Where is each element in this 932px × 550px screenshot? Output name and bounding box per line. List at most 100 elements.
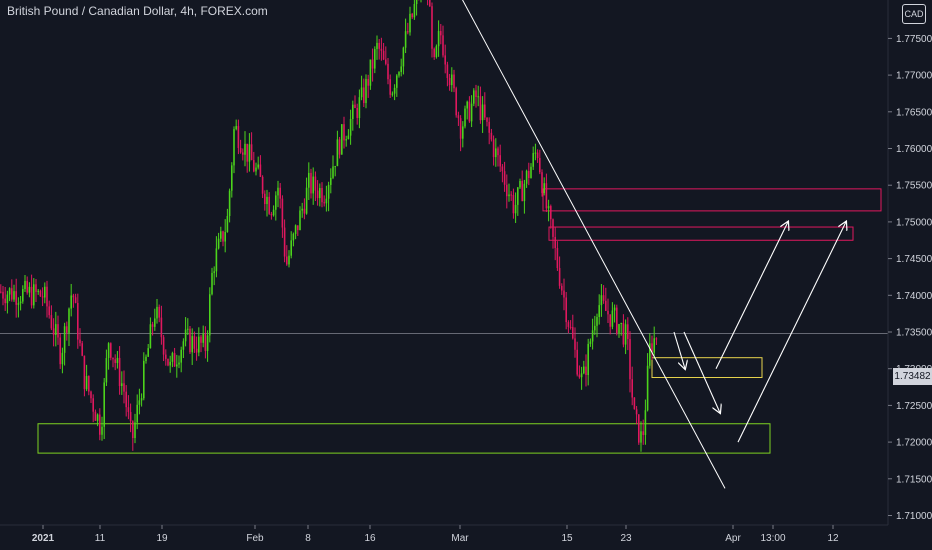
- candle-body: [90, 391, 92, 399]
- candle-body: [455, 88, 457, 116]
- candle-body: [484, 104, 486, 118]
- x-tick-label: 11: [95, 533, 106, 544]
- candle-body: [149, 324, 152, 349]
- candle-body: [444, 55, 446, 65]
- candle-body: [567, 322, 570, 327]
- candle-body: [178, 362, 180, 365]
- candle-body: [237, 126, 240, 149]
- resistance-zone-lower[interactable]: [548, 226, 854, 241]
- candle-body: [411, 13, 413, 18]
- resistance-zone-upper[interactable]: [542, 188, 882, 212]
- candle-body: [191, 336, 193, 353]
- candle-body: [44, 286, 46, 298]
- candle-body: [499, 155, 501, 167]
- candle-body: [35, 284, 37, 292]
- candle-body: [46, 286, 48, 307]
- candle-body: [352, 104, 354, 120]
- candle-body: [138, 400, 141, 405]
- entry-zone[interactable]: [651, 357, 763, 379]
- candle-body: [41, 296, 44, 298]
- candle-body: [286, 256, 288, 265]
- candle-body: [154, 318, 156, 327]
- candle-body: [528, 170, 530, 178]
- candle-body: [481, 104, 484, 121]
- candle-body: [534, 152, 537, 154]
- candle-body: [334, 166, 336, 168]
- candle-body: [279, 187, 281, 199]
- candle-body: [374, 49, 376, 69]
- candle-body: [101, 426, 103, 435]
- candle-body: [198, 336, 200, 353]
- candle-body: [521, 180, 523, 202]
- candle-body: [48, 306, 50, 316]
- candle-body: [270, 213, 273, 216]
- candle-body: [66, 326, 68, 333]
- target-arrow-second[interactable]: [737, 222, 846, 443]
- support-zone[interactable]: [37, 423, 771, 454]
- pullback-arrow-short[interactable]: [673, 331, 685, 369]
- annotation-layer: [428, 0, 846, 489]
- candle-body: [554, 236, 556, 249]
- candle-body: [112, 357, 114, 360]
- last-price-tag: 1.73482: [893, 368, 932, 385]
- candle-body: [116, 357, 119, 363]
- candle-body: [94, 411, 97, 421]
- candle-body: [15, 291, 17, 305]
- candle-body: [57, 324, 59, 338]
- candle-body: [620, 323, 622, 325]
- candle-body: [506, 184, 508, 197]
- candle-body: [382, 50, 385, 60]
- candle-body: [574, 338, 576, 350]
- candle-body: [171, 353, 174, 362]
- candle-body: [365, 78, 367, 104]
- y-tick-label: 1.77500: [896, 34, 932, 45]
- x-tick-label: Mar: [451, 533, 469, 544]
- candle-body: [184, 329, 187, 342]
- candle-body: [600, 295, 603, 306]
- candle-body: [226, 216, 229, 233]
- candle-body: [605, 300, 607, 311]
- candle-body: [118, 357, 121, 387]
- candle-body: [209, 294, 211, 336]
- candle-body: [547, 206, 550, 209]
- candle-body: [22, 288, 24, 302]
- candle-body: [525, 170, 528, 184]
- candle-body: [145, 356, 147, 361]
- candle-body: [345, 139, 347, 141]
- candle-body: [242, 152, 244, 155]
- candle-body: [402, 47, 405, 67]
- candle-body: [220, 231, 222, 239]
- candle-body: [638, 414, 640, 443]
- y-tick-label: 1.76000: [896, 144, 932, 155]
- candle-body: [99, 414, 101, 435]
- candle-body: [105, 358, 108, 383]
- candle-body: [510, 194, 512, 196]
- candle-body: [457, 115, 460, 119]
- candle-body: [11, 288, 13, 300]
- candle-body: [367, 78, 369, 86]
- candle-body: [61, 352, 64, 365]
- candle-body: [477, 96, 479, 98]
- downtrend-line[interactable]: [428, 0, 726, 489]
- candle-body: [512, 195, 515, 214]
- candle-body: [303, 208, 306, 214]
- candle-body: [545, 183, 548, 209]
- pullback-arrow-long[interactable]: [683, 331, 720, 413]
- candle-body: [389, 79, 391, 95]
- candle-body: [246, 143, 248, 162]
- target-arrow-first[interactable]: [715, 222, 788, 369]
- candle-body: [413, 4, 416, 18]
- candle-body: [539, 158, 541, 173]
- candle-body: [642, 431, 644, 435]
- candle-body: [341, 124, 343, 155]
- currency-badge[interactable]: CAD: [902, 4, 926, 24]
- candle-body: [473, 90, 475, 104]
- candle-body: [4, 298, 6, 304]
- candle-body: [503, 171, 506, 185]
- candle-body: [404, 31, 407, 48]
- candle-body: [631, 379, 633, 398]
- candle-body: [257, 164, 259, 168]
- candle-body: [464, 108, 466, 127]
- candle-body: [83, 355, 86, 390]
